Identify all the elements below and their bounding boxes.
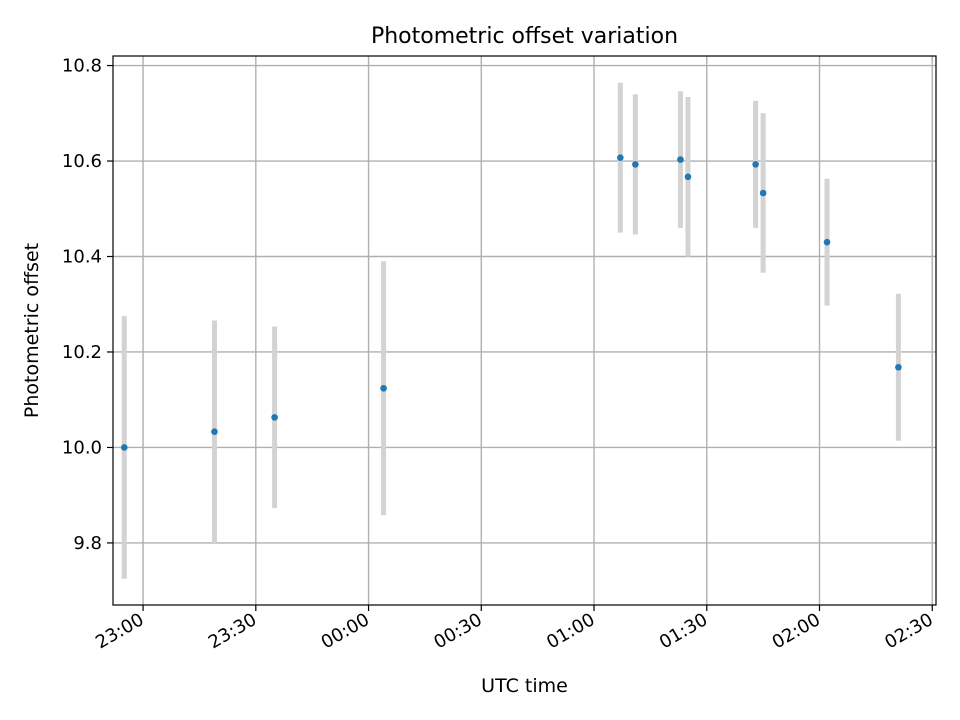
y-tick-label: 9.8 xyxy=(73,533,102,554)
y-tick-label: 10.4 xyxy=(62,247,102,268)
y-tick-label: 10.2 xyxy=(62,342,102,363)
data-point xyxy=(684,173,692,181)
data-point xyxy=(120,444,128,451)
y-axis-label: Photometric offset xyxy=(21,243,43,418)
y-tick-label: 10.8 xyxy=(62,56,102,77)
y-tick-label: 10.0 xyxy=(62,437,102,458)
data-point xyxy=(271,414,278,421)
plot-area xyxy=(113,56,936,605)
data-point xyxy=(752,161,759,168)
plot-frame xyxy=(112,55,937,606)
y-gridlines xyxy=(113,64,936,544)
chart-title: Photometric offset variation xyxy=(371,24,678,49)
data-point xyxy=(617,154,624,161)
data-point xyxy=(632,161,639,168)
y-tick-label: 10.6 xyxy=(62,151,102,172)
y-axis-ticks: 9.8 10.0 10.2 10.4 10.6 10.8 xyxy=(62,56,113,554)
x-gridlines xyxy=(142,56,933,605)
data-point xyxy=(677,156,684,163)
data-point xyxy=(895,363,902,371)
data-point xyxy=(211,428,218,436)
data-points xyxy=(120,154,902,451)
data-point xyxy=(380,384,387,392)
data-point xyxy=(759,189,767,197)
data-point xyxy=(823,238,831,246)
x-axis-label: UTC time xyxy=(481,675,568,697)
